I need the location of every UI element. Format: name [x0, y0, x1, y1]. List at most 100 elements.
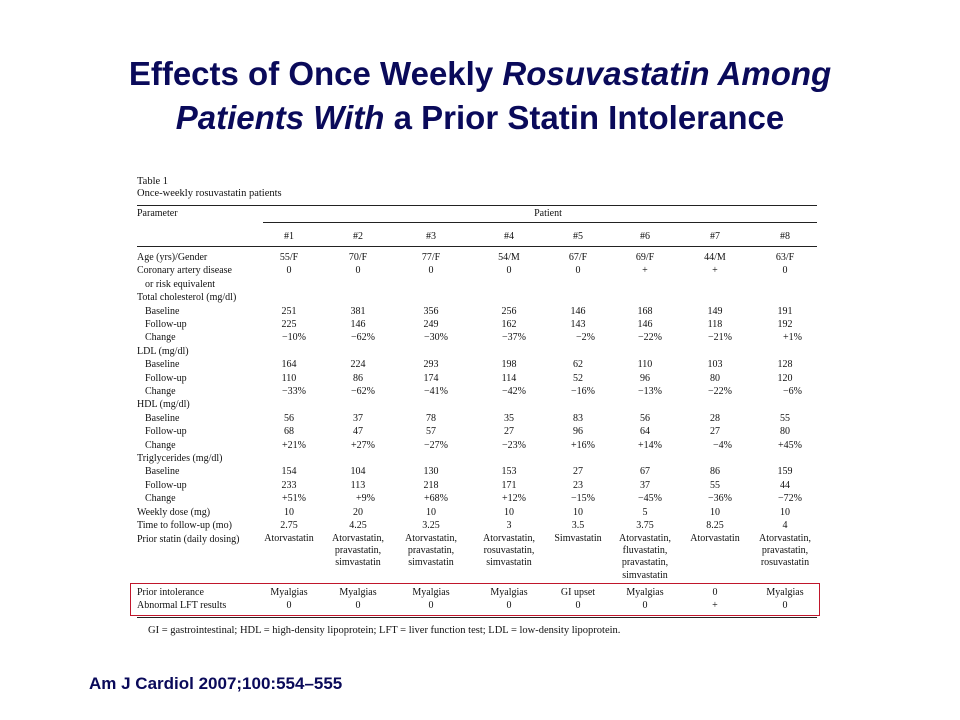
prior-statin-cell: Atorvastatin, pravastatin, rosuvastatin [745, 533, 825, 570]
table-cell: 224 [350, 359, 366, 371]
table-cell: 3.5 [571, 520, 585, 531]
table-cell: −36% [708, 493, 732, 505]
prior-statin-line: simvastatin [486, 557, 532, 569]
table-cell: 162 [501, 319, 517, 330]
table-cell: 0 [428, 600, 434, 612]
table-cell: 381 [350, 305, 366, 317]
table-cell: 120 [777, 372, 793, 384]
table-cell: Change [145, 332, 176, 344]
table-row: Change +21% +27% −27% −23% +16% +14% −4% +45% [137, 439, 819, 452]
table-cell: +27% [351, 439, 375, 451]
table-row: Total cholesterol (mg/dl) [137, 291, 819, 304]
table-cell: 23 [573, 479, 583, 491]
prior-statin-line: Atorvastatin, [759, 532, 811, 544]
table-cell: Myalgias [626, 587, 664, 598]
table-row: Coronary artery disease 0 0 0 0 0 + +0 [137, 264, 819, 277]
table-cell: Weekly dose (mg) [137, 506, 211, 518]
table-cell: +68% [424, 493, 448, 505]
table-cell: Baseline [145, 359, 180, 371]
table-cell: Prior intolerance [137, 587, 204, 598]
table-cell: 77/F [421, 252, 441, 263]
table-cell: 0 [782, 600, 788, 612]
prior-statin-line: simvastatin [335, 557, 381, 569]
table-cell: 146 [637, 319, 653, 330]
table-cell: +16% [571, 439, 595, 451]
table-cell: HDL (mg/dl) [137, 399, 190, 411]
highlight-row: Abnormal LFT results 0 0 0 0 0 0 +0 [137, 599, 819, 612]
table-row: Change +51% +9% +68% +12% −15% −45% −36% −72% [137, 492, 819, 505]
table-cell: + [642, 265, 648, 277]
table-cell: Coronary artery disease [137, 265, 232, 277]
table-row: Baseline 251 381 356 256 146 168 149 191 [137, 305, 819, 318]
table-cell: Prior statin (daily dosing) [137, 533, 240, 545]
table-rule [263, 222, 817, 223]
prior-statin-cell: Atorvastatin, rosuvastatin, simvastatin [469, 533, 549, 570]
table-cell: 44 [780, 479, 790, 491]
table-cell: 10 [426, 506, 436, 518]
table-cell: 110 [637, 359, 653, 371]
table-cell: 56 [284, 412, 294, 424]
prior-statin-cell: Simvastatin [538, 533, 618, 545]
table-cell: GI upset [560, 587, 596, 598]
table-cell: 103 [707, 359, 723, 371]
table-cell: #3 [426, 231, 436, 242]
table-cell: LDL (mg/dl) [137, 345, 189, 357]
table-cell: 96 [640, 372, 650, 384]
table-cell: +12% [502, 493, 526, 505]
table-cell: 128 [777, 359, 793, 371]
table-cell: 62 [573, 359, 583, 371]
table-cell: −41% [424, 386, 448, 397]
table-cell: Myalgias [766, 587, 804, 598]
table-row: Change −10% −62% −30% −37% −2% −22% −21% +1% [137, 331, 819, 344]
table-cell: 143 [570, 319, 586, 330]
table-cell: 0 [355, 265, 361, 277]
prior-statin-cell: Atorvastatin [249, 533, 329, 545]
table-cell: +14% [638, 439, 662, 451]
prior-statin-line: Atorvastatin [690, 532, 740, 544]
table-cell: 0 [575, 265, 581, 277]
data-table: Table 1 Once-weekly rosuvastatin patient… [137, 176, 819, 618]
table-cell: 3.25 [422, 520, 440, 531]
table-cell: Baseline [145, 412, 180, 424]
prior-statin-cell: Atorvastatin, fluvastatin, pravastatin, sim… [605, 533, 685, 582]
table-cell: 256 [501, 305, 517, 317]
table-cell: 4.25 [349, 520, 367, 531]
table-cell: 69/F [635, 252, 655, 263]
table-row: HDL (mg/dl) [137, 398, 819, 411]
table-cell: 3 [506, 520, 512, 531]
table-cell: 2.75 [280, 520, 298, 531]
table-row: Follow-up 225 146 249 162 143 146 118 192 [137, 318, 819, 331]
table-cell: 164 [281, 359, 297, 371]
table-cell: −10% [282, 332, 306, 344]
table-cell: or risk equivalent [145, 278, 215, 290]
prior-statin-line: simvastatin [408, 557, 454, 569]
table-cell: +9% [356, 493, 375, 505]
table-cell: Myalgias [270, 587, 308, 598]
table-cell: 63/F [775, 252, 795, 263]
table-cell: 5 [642, 506, 648, 518]
table-cell: −22% [708, 386, 732, 397]
table-cell: 83 [573, 412, 583, 424]
table-cell: 37 [640, 479, 650, 491]
table-cell: 3.75 [636, 520, 654, 531]
table-cell: Change [145, 439, 176, 451]
slide-title: Effects of Once Weekly Rosuvastatin Amon… [0, 52, 960, 140]
table-cell: 104 [350, 466, 366, 478]
table-cell: 159 [777, 466, 793, 478]
prior-statin-line: simvastatin [622, 569, 668, 581]
table-cell: −6% [783, 386, 802, 397]
table-cell: +1% [783, 332, 802, 344]
table-row: or risk equivalent [137, 278, 819, 291]
title-part: Effects of Once Weekly [128, 55, 503, 92]
table-cell: −13% [638, 386, 662, 397]
table-cell: Myalgias [490, 587, 528, 598]
prior-statin-line: fluvastatin, [622, 545, 668, 557]
table-cell: 55 [780, 412, 790, 424]
prior-statin-cell: Atorvastatin, pravastatin, simvastatin [318, 533, 398, 570]
table-cell: 0 [575, 600, 581, 612]
table-cell: 80 [710, 372, 720, 384]
table-cell: 0 [286, 600, 292, 612]
table-cell: #2 [353, 231, 363, 242]
table-cell: 146 [350, 319, 366, 330]
table-cell: Total cholesterol (mg/dl) [137, 292, 237, 304]
